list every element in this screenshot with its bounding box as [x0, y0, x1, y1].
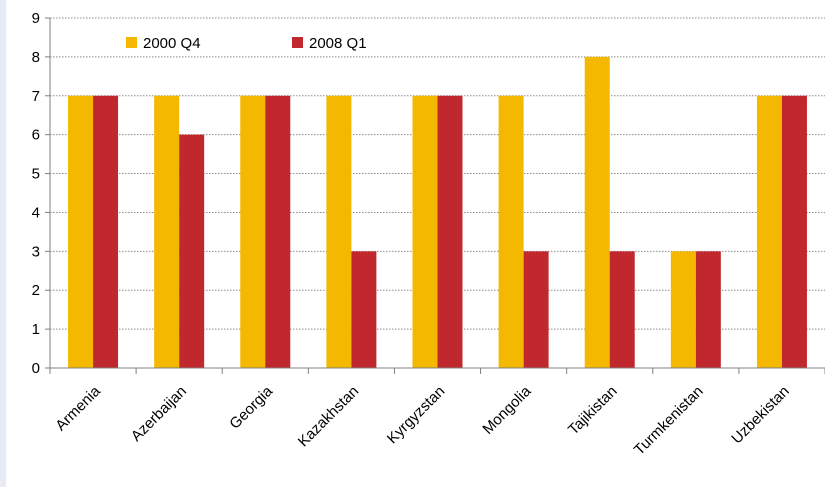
- x-category-label: Armenia: [52, 382, 104, 434]
- bar-kyrgyzstan-series-2: [437, 95, 463, 369]
- axes: [49, 18, 825, 374]
- y-tick-label: 8: [32, 49, 40, 66]
- x-category-labels: Armenia Azerbaijan Georgia Kazakhstan Kyrgyz…: [52, 382, 792, 458]
- y-tick-label: 9: [32, 10, 40, 27]
- x-category-label: Kazakhstan: [295, 383, 362, 450]
- y-tick-label: 0: [32, 360, 40, 377]
- bar-mongolia-series-2: [523, 251, 549, 368]
- bar-kazakhstan-series-1: [326, 95, 352, 369]
- x-category-label: Turmkenistan: [631, 383, 707, 459]
- bars: [68, 56, 807, 369]
- bar-tajikistan-series-2: [609, 251, 635, 368]
- legend-label: 2000 Q4: [143, 35, 201, 52]
- bar-chart: 0 1 2 3 4 5 6 7 8 9 Armenia Azerbaijan Georgia Kazak…: [32, 10, 825, 459]
- legend-swatch: [126, 37, 137, 48]
- bar-azerbaijan-series-2: [179, 134, 205, 368]
- bar-armenia-series-2: [93, 95, 119, 369]
- bar-uzbekistan-series-2: [781, 95, 807, 369]
- y-tick-label: 3: [32, 243, 40, 260]
- bar-georgia-series-2: [265, 95, 291, 369]
- bar-azerbaijan-series-1: [154, 95, 180, 369]
- bar-kyrgyzstan-series-1: [412, 95, 438, 369]
- bar-turmkenistan-series-1: [670, 251, 696, 368]
- x-category-label: Azerbaijan: [128, 383, 190, 445]
- legend: 2000 Q4 2008 Q1: [126, 35, 367, 52]
- legend-swatch: [292, 37, 303, 48]
- bar-uzbekistan-series-1: [756, 95, 782, 369]
- y-tick-label: 7: [32, 88, 40, 105]
- bar-kazakhstan-series-2: [351, 251, 377, 368]
- y-tick-labels: 0 1 2 3 4 5 6 7 8 9: [32, 10, 40, 377]
- y-tick-label: 6: [32, 127, 40, 144]
- bar-armenia-series-1: [68, 95, 94, 369]
- x-category-label: Georgia: [226, 382, 276, 432]
- y-tick-label: 5: [32, 166, 40, 183]
- x-category-label: Tajikistan: [565, 383, 621, 439]
- bar-tajikistan-series-1: [584, 56, 610, 369]
- chart-panel: 0 1 2 3 4 5 6 7 8 9 Armenia Azerbaijan Georgia Kazak…: [6, 0, 825, 487]
- bar-turmkenistan-series-2: [695, 251, 721, 368]
- y-tick-label: 2: [32, 282, 40, 299]
- y-tick-label: 4: [32, 204, 40, 221]
- x-category-label: Uzbekistan: [728, 383, 792, 447]
- x-category-label: Kyrgyzstan: [384, 383, 448, 447]
- bar-georgia-series-1: [240, 95, 266, 369]
- legend-label: 2008 Q1: [309, 35, 367, 52]
- x-category-label: Mongolia: [479, 382, 535, 438]
- bar-mongolia-series-1: [498, 95, 524, 369]
- y-tick-label: 1: [32, 321, 40, 338]
